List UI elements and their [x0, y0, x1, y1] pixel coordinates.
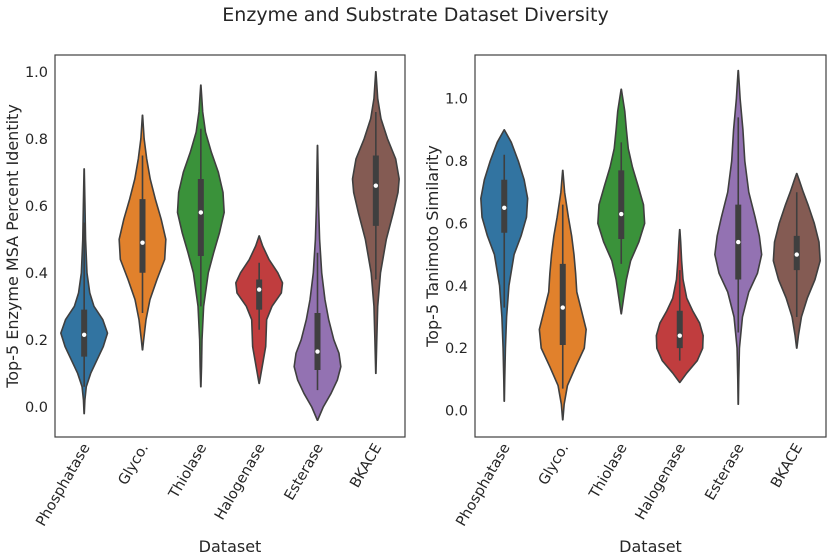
y-tick-label: 0.2: [445, 341, 468, 357]
median-dot-bkace: [373, 183, 379, 188]
x-tick-label: Glyco.: [116, 441, 152, 488]
chart-panel-2: 0.0 0.2 0.4 0.6 0.8 1.0 Phosphatase Glyco. Thiol…: [423, 54, 827, 556]
figure-title: Enzyme and Substrate Dataset Diversity: [222, 4, 609, 26]
median-dot-bkace: [794, 252, 799, 257]
y-tick-label: 0.0: [445, 403, 468, 419]
y-tick-label: 1.0: [445, 92, 468, 108]
x-tick-label: Halogenase: [212, 441, 269, 523]
x-tick-label: Esterase: [282, 441, 327, 503]
x-tick-label: Glyco.: [536, 441, 572, 488]
y-tick-label: 0.0: [25, 400, 48, 416]
median-dot-halogenase: [256, 287, 262, 292]
median-dot-halogenase: [677, 333, 682, 338]
y-axis-label: Top-5 Tanimoto Similarity: [423, 145, 442, 348]
median-dot-esterase: [315, 349, 320, 354]
y-tick-label: 0.2: [25, 333, 48, 349]
x-axis-label: Dataset: [619, 537, 682, 556]
x-tick-label: Thiolase: [586, 441, 631, 502]
x-tick-label: Thiolase: [166, 441, 211, 502]
y-tick-label: 1.0: [25, 65, 48, 81]
y-axis-label: Top-5 Enzyme MSA Percent Identity: [3, 104, 22, 389]
y-tick-label: 0.6: [25, 199, 48, 215]
median-dot-esterase: [736, 239, 741, 245]
y-tick-label: 0.4: [25, 266, 48, 282]
median-dot-phosphatase: [81, 332, 87, 337]
median-dot-thiolase: [198, 210, 204, 215]
x-axis-label: Dataset: [199, 537, 262, 556]
median-dot-thiolase: [619, 211, 624, 217]
x-tick-label: BKACE: [347, 441, 385, 491]
plot-frame: [54, 54, 406, 438]
x-tick-label: Phosphatase: [454, 441, 514, 529]
plot-frame: [474, 54, 827, 438]
x-tick-label: Halogenase: [633, 441, 690, 523]
y-tick-label: 0.8: [445, 154, 468, 170]
y-tick-label: 0.8: [25, 132, 48, 148]
x-tick-label: Esterase: [703, 441, 748, 503]
median-dot-phosphatase: [502, 205, 507, 210]
y-tick-label: 0.4: [445, 279, 468, 295]
x-tick-label: Phosphatase: [33, 441, 93, 529]
y-tick-label: 0.6: [445, 216, 468, 232]
median-dot-glyco: [140, 240, 145, 245]
chart-panel-1: 0.0 0.2 0.4 0.6 0.8 1.0 Phosphatase Glyco. Thiol…: [3, 54, 406, 556]
median-dot-glyco: [560, 305, 565, 310]
x-tick-label: BKACE: [768, 441, 806, 491]
